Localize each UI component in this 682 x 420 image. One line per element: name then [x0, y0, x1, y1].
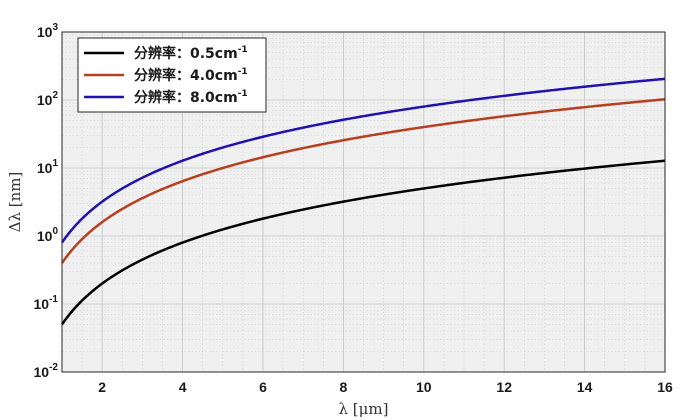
x-tick-label: 2 [98, 379, 106, 395]
x-tick-label: 4 [179, 379, 187, 395]
x-axis-label: λ [μm] [339, 400, 389, 418]
y-tick-label: 102 [37, 90, 59, 108]
x-tick-label: 16 [657, 379, 673, 395]
series-line-3 [60, 77, 666, 244]
x-tick-label: 10 [416, 379, 432, 395]
legend-label: 分辨率：8.0cm-1 [134, 89, 248, 106]
x-axis-ticks: 2 4 6 8 10 12 14 16 [98, 379, 673, 395]
y-tick-label: 103 [37, 22, 59, 40]
y-tick-label: 101 [37, 158, 59, 176]
x-tick-label: 8 [340, 379, 348, 395]
plot-frame [61, 31, 666, 373]
y-tick-label: 10-2 [34, 362, 59, 380]
x-tick-label: 6 [259, 379, 267, 395]
y-axis-ticks: 10-2 10-1 100 101 102 103 [34, 22, 59, 380]
y-axis-label: Δλ [nm] [6, 172, 24, 233]
legend-label: 分辨率：0.5cm-1 [134, 45, 248, 62]
y-tick-label: 10-1 [34, 294, 59, 312]
legend-label: 分辨率：4.0cm-1 [134, 67, 248, 84]
y-tick-label: 100 [37, 226, 59, 244]
series-lines [60, 77, 666, 326]
series-line-2 [60, 98, 666, 264]
x-tick-label: 14 [577, 379, 593, 395]
series-line-1 [60, 159, 666, 326]
x-tick-label: 12 [496, 379, 512, 395]
legend: 分辨率：0.5cm-1 分辨率：4.0cm-1 分辨率：8.0cm-1 [77, 37, 267, 113]
